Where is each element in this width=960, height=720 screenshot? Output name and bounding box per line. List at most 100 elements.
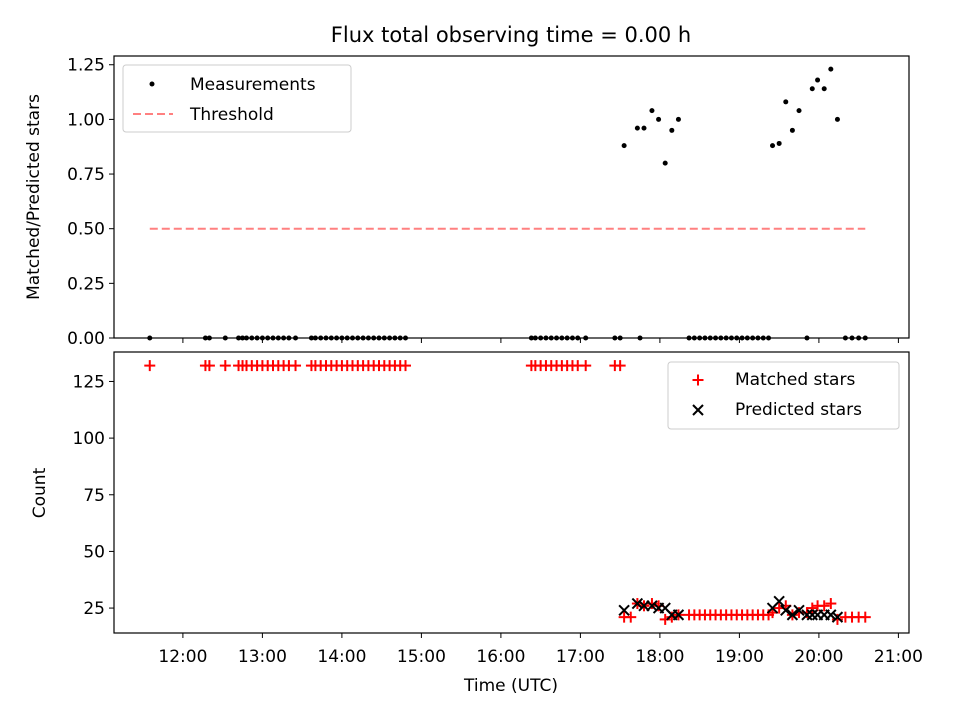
matched-star-point bbox=[580, 360, 592, 372]
predicted-star-point-b bbox=[831, 611, 844, 623]
predicted-star-point-b bbox=[825, 609, 837, 621]
measurement-point bbox=[641, 125, 647, 131]
count-legend-box bbox=[667, 361, 900, 430]
ratio-axes-frame bbox=[113, 55, 910, 339]
ratio-y-axis-label: Matched/Predicted stars bbox=[24, 94, 44, 300]
x-tick-label: 20:00 bbox=[794, 647, 843, 667]
ratio-panel: 0.00 0.25 0.50 0.75 1.00 1.25 Matched/Predict… bbox=[24, 55, 910, 349]
matched-star-point bbox=[144, 360, 156, 372]
matched-star-point bbox=[859, 611, 871, 623]
chart-title: Flux total observing time = 0.00 h bbox=[331, 23, 691, 47]
measurement-point bbox=[789, 127, 795, 133]
x-tick-label: 21:00 bbox=[874, 647, 923, 667]
matched-star-point bbox=[400, 360, 411, 372]
predicted-star-point bbox=[825, 609, 837, 621]
matched-star-point bbox=[290, 360, 302, 372]
ratio-x-ticks bbox=[182, 338, 899, 343]
ratio-y-tick-label: 0.50 bbox=[67, 220, 105, 240]
ratio-y-tick-label: 0.25 bbox=[67, 274, 105, 294]
matched-star-point bbox=[203, 360, 215, 372]
measurement-point bbox=[828, 66, 834, 72]
measurement-point bbox=[834, 116, 840, 122]
legend-threshold-label: Threshold bbox=[189, 105, 274, 125]
x-tick-label: 18:00 bbox=[635, 647, 684, 667]
predicted-star-point bbox=[631, 597, 644, 610]
measurement-point bbox=[783, 99, 789, 105]
ratio-legend: Measurements Threshold bbox=[122, 64, 352, 133]
predicted-star-point-b bbox=[793, 604, 805, 617]
predicted-star-point bbox=[672, 609, 685, 621]
legend-predicted-cross bbox=[692, 404, 704, 416]
measurement-point bbox=[675, 116, 681, 122]
x-tick-label: 12:00 bbox=[158, 647, 207, 667]
predicted-star-point bbox=[780, 604, 792, 617]
count-y-axis: 25 50 75 100 125 bbox=[73, 372, 114, 619]
ratio-y-tick-label: 0.75 bbox=[67, 165, 105, 185]
measurement-point bbox=[656, 116, 662, 122]
matched-star-point bbox=[614, 360, 626, 372]
measurement-point bbox=[815, 77, 821, 83]
matched-star-point bbox=[818, 600, 830, 612]
measurement-point bbox=[649, 108, 655, 114]
predicted-star-point-b bbox=[646, 600, 658, 612]
x-tick-label: 15:00 bbox=[397, 647, 446, 667]
measurement-point bbox=[776, 140, 782, 146]
measurement-point bbox=[669, 127, 675, 133]
matched-star-point bbox=[219, 360, 231, 372]
measurement-point bbox=[621, 143, 627, 149]
predicted-star-point-b bbox=[773, 595, 785, 607]
legend-measurements-label: Measurements bbox=[190, 75, 316, 95]
matched-star-point bbox=[659, 613, 671, 625]
predicted-star-point-b bbox=[659, 602, 671, 614]
predicted-star-point-b bbox=[631, 597, 644, 610]
count-legend: Matched stars Predicted stars bbox=[667, 361, 900, 430]
measurement-point bbox=[821, 86, 827, 92]
measurement-point bbox=[796, 108, 802, 114]
count-x-axis: 12:00 13:00 14:00 15:00 16:00 17:00 18:00 19:00… bbox=[158, 633, 923, 667]
ratio-y-tick-label: 1.00 bbox=[67, 110, 105, 130]
legend-predicted-cross-b bbox=[692, 404, 704, 416]
predicted-star-point bbox=[618, 604, 630, 617]
legend-predicted-label: Predicted stars bbox=[735, 400, 862, 420]
predicted-star-point-b bbox=[672, 609, 685, 621]
predicted-star-point-b bbox=[780, 604, 792, 617]
legend-matched-label: Matched stars bbox=[735, 370, 855, 390]
predicted-star-point bbox=[646, 600, 658, 612]
measurement-point bbox=[662, 160, 668, 166]
matched-star-point bbox=[825, 598, 837, 610]
ratio-y-axis: 0.00 0.25 0.50 0.75 1.00 1.25 bbox=[67, 56, 114, 349]
predicted-star-point-b bbox=[786, 609, 799, 621]
count-y-tick-label: 125 bbox=[73, 372, 105, 392]
count-y-tick-label: 75 bbox=[83, 486, 105, 506]
measurement-point bbox=[809, 86, 815, 92]
x-tick-label: 19:00 bbox=[715, 647, 764, 667]
count-panel: 25 50 75 100 125 12:00 13:00 14:00 15:00 16:00 17… bbox=[30, 351, 923, 696]
predicted-star-point bbox=[831, 611, 844, 623]
x-axis-label: Time (UTC) bbox=[463, 676, 558, 696]
x-tick-label: 14:00 bbox=[317, 647, 366, 667]
matched-star-point bbox=[806, 602, 818, 614]
predicted-star-point bbox=[786, 609, 799, 621]
count-y-tick-label: 100 bbox=[73, 429, 105, 449]
ratio-y-tick-label: 0.00 bbox=[67, 329, 105, 349]
legend-measurements-marker bbox=[149, 81, 155, 87]
legend-matched-plus bbox=[692, 374, 704, 386]
predicted-star-point bbox=[773, 595, 785, 607]
count-plot-area bbox=[144, 360, 871, 625]
x-tick-label: 13:00 bbox=[238, 647, 287, 667]
ratio-legend-box bbox=[122, 64, 352, 133]
count-y-tick-label: 25 bbox=[83, 599, 105, 619]
predicted-star-point bbox=[793, 604, 805, 617]
count-y-tick-label: 50 bbox=[83, 542, 105, 562]
measurement-point bbox=[634, 125, 640, 131]
ratio-y-tick-label: 1.25 bbox=[67, 56, 105, 76]
count-axes-frame bbox=[113, 351, 910, 634]
measurement-point bbox=[770, 143, 776, 149]
legend-matched-marker bbox=[692, 374, 704, 386]
predicted-star-point-b bbox=[618, 604, 630, 617]
matched-star-point bbox=[625, 611, 637, 623]
count-y-axis-label: Count bbox=[30, 467, 50, 518]
legend-predicted-marker bbox=[692, 404, 704, 416]
x-tick-label: 17:00 bbox=[556, 647, 605, 667]
